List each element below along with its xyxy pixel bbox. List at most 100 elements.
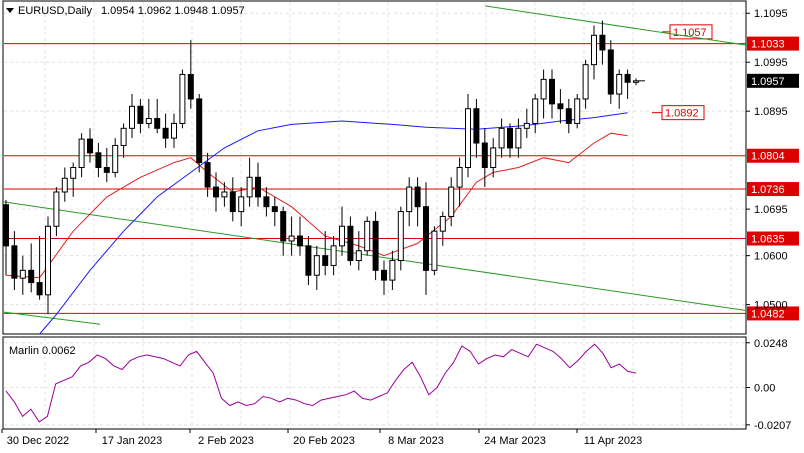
channel-line[interactable] — [484, 5, 747, 46]
candle-body[interactable] — [439, 215, 446, 232]
candle-body[interactable] — [490, 147, 497, 168]
candle-body[interactable] — [280, 211, 287, 242]
candle-body[interactable] — [624, 73, 631, 83]
candle-body[interactable] — [171, 122, 177, 139]
candle-body[interactable] — [565, 108, 572, 124]
price-tick-label: 1.0895 — [754, 106, 788, 118]
price-panel[interactable] — [2, 0, 747, 335]
candle-body[interactable] — [456, 167, 463, 188]
candle-body[interactable] — [498, 127, 505, 149]
candle-body[interactable] — [78, 138, 85, 169]
candle-body[interactable] — [19, 269, 26, 279]
candle-body[interactable] — [364, 220, 371, 252]
candle-body[interactable] — [61, 177, 68, 193]
candle-body[interactable] — [305, 245, 312, 276]
candle-body[interactable] — [95, 152, 102, 168]
channel-line[interactable] — [2, 311, 101, 325]
candle-body[interactable] — [481, 142, 488, 169]
candle-body[interactable] — [322, 255, 329, 266]
candle-body[interactable] — [204, 162, 211, 188]
price-axis: 1.1095 1.0995 1.0895 1.0695 1.0600 1.0500 0.02… — [746, 8, 791, 432]
candle-body[interactable] — [574, 98, 581, 124]
candle-body[interactable] — [465, 108, 471, 168]
candle-body[interactable] — [238, 196, 245, 213]
candle-body[interactable] — [313, 255, 320, 276]
candle-body[interactable] — [255, 176, 261, 198]
target-label: 1.0892 — [665, 108, 699, 120]
level-price-label: 1.0482 — [751, 308, 785, 320]
candle-body[interactable] — [179, 73, 186, 124]
candle-body[interactable] — [137, 105, 144, 124]
candle-body[interactable] — [120, 127, 127, 146]
candle-body[interactable] — [389, 260, 396, 281]
candle-body[interactable] — [330, 245, 337, 266]
candle-body[interactable] — [3, 204, 9, 247]
candle-body[interactable] — [187, 73, 194, 100]
symbol-label: EURUSD,Daily — [18, 5, 92, 17]
price-tick-label: 1.0995 — [754, 57, 788, 69]
candle-body[interactable] — [112, 144, 119, 173]
candle-body[interactable] — [221, 191, 228, 198]
candle-body[interactable] — [431, 230, 438, 271]
candle-body[interactable] — [557, 103, 564, 110]
candle-body[interactable] — [70, 167, 77, 179]
level-price-tag — [747, 231, 799, 246]
candle-body[interactable] — [540, 78, 547, 100]
candle-body[interactable] — [229, 191, 236, 213]
candle-body[interactable] — [372, 220, 379, 271]
candle-body[interactable] — [599, 34, 606, 51]
candle-body[interactable] — [591, 34, 597, 66]
candle-body[interactable] — [515, 127, 522, 149]
price-tick-label: 1.0600 — [754, 251, 788, 263]
candle-body[interactable] — [473, 108, 480, 144]
price-tick-label: 1.0695 — [754, 204, 788, 216]
candle-body[interactable] — [523, 122, 530, 129]
candle-body[interactable] — [162, 127, 169, 139]
candle-body[interactable] — [246, 176, 253, 198]
candle-body[interactable] — [36, 282, 43, 296]
candle-body[interactable] — [507, 127, 513, 149]
candle-body[interactable] — [129, 105, 135, 129]
candle-body[interactable] — [103, 167, 110, 173]
level-price-tag — [747, 148, 799, 163]
marlin-tick-label: -0.0207 — [754, 420, 791, 432]
candle-body[interactable] — [423, 206, 429, 271]
marlin-line — [5, 343, 637, 423]
candle-body[interactable] — [87, 138, 93, 154]
level-price-label: 1.0635 — [751, 234, 785, 246]
level-price-label: 1.0804 — [751, 151, 785, 163]
candle-body[interactable] — [45, 225, 51, 296]
candle-body[interactable] — [381, 269, 387, 281]
dropdown-triangle-icon[interactable] — [6, 8, 14, 13]
candle-body[interactable] — [154, 118, 161, 129]
candle-body[interactable] — [213, 186, 219, 198]
candle-body[interactable] — [616, 73, 623, 95]
candle-body[interactable] — [355, 250, 362, 262]
candle-body[interactable] — [549, 78, 555, 105]
candle-body[interactable] — [448, 186, 455, 217]
candle-body[interactable] — [582, 64, 589, 100]
candle-body[interactable] — [271, 206, 278, 213]
candle-body[interactable] — [196, 98, 203, 164]
candle-body[interactable] — [263, 196, 270, 208]
candle-body[interactable] — [288, 235, 295, 242]
candle-body[interactable] — [53, 191, 60, 227]
candle-body[interactable] — [397, 211, 404, 262]
grid — [4, 2, 745, 428]
time-tick-label: 2 Feb 2023 — [198, 435, 254, 447]
candle-body[interactable] — [414, 186, 421, 208]
candle-body[interactable] — [607, 49, 614, 95]
candle-body[interactable] — [11, 245, 18, 279]
candle-body[interactable] — [532, 98, 539, 124]
indicator-panel[interactable] — [2, 336, 747, 430]
candle-body[interactable] — [406, 186, 413, 213]
candle-body[interactable] — [633, 80, 639, 83]
time-axis: 30 Dec 2022 17 Jan 2023 2 Feb 2023 20 Feb 2… — [1, 429, 642, 447]
candle-body[interactable] — [297, 235, 303, 247]
candle-body[interactable] — [347, 225, 354, 262]
level-price-tag — [747, 182, 799, 197]
candle-body[interactable] — [28, 269, 35, 284]
candle-body[interactable] — [145, 118, 152, 124]
candle-body[interactable] — [339, 225, 345, 247]
